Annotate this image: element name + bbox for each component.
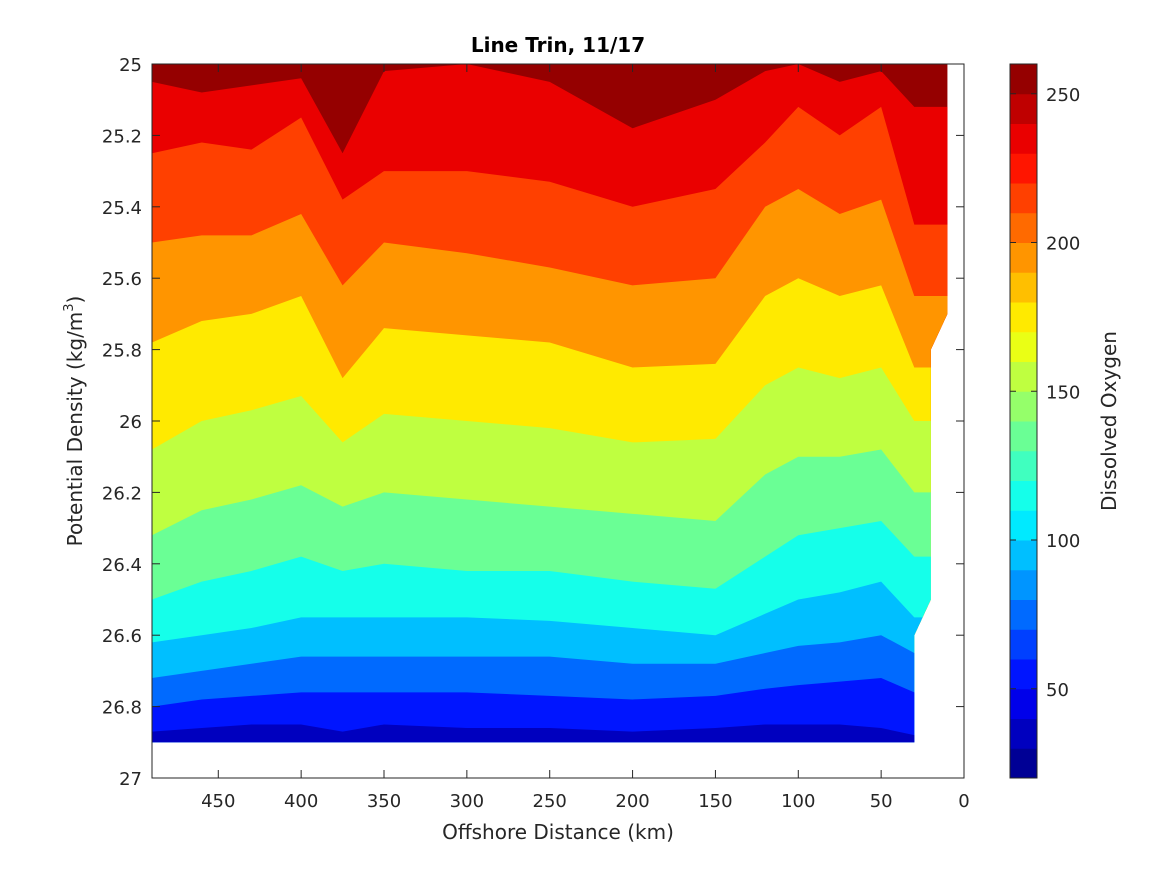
y-tick-label: 26.4 — [102, 555, 142, 576]
contour-bands — [152, 64, 948, 743]
y-tick-label: 25.6 — [102, 269, 142, 290]
colorbar-tick-label: 150 — [1046, 382, 1080, 403]
colorbar-label: Dissolved Oxygen — [1097, 331, 1121, 511]
y-tick-label: 26.6 — [102, 626, 142, 647]
colorbar-segment — [1010, 421, 1037, 452]
colorbar-frame — [1009, 63, 1038, 779]
x-tick-label: 300 — [450, 791, 484, 812]
x-tick-label: 250 — [533, 791, 567, 812]
y-tick-label: 26.2 — [102, 483, 142, 504]
colorbar-tick-label: 100 — [1046, 531, 1080, 552]
colorbar-segment — [1010, 480, 1037, 511]
x-tick-label: 350 — [367, 791, 401, 812]
colorbar-segment — [1010, 123, 1037, 154]
colorbar-segment — [1010, 599, 1037, 630]
colorbar-segment — [1010, 450, 1037, 481]
colorbar-segment — [1010, 153, 1037, 184]
y-axis-label: Potential Density (kg/m3) — [62, 296, 87, 547]
x-tick-label: 150 — [698, 791, 732, 812]
y-tick-label: 27 — [119, 769, 142, 790]
colorbar-segment — [1010, 510, 1037, 541]
colorbar-segment — [1010, 569, 1037, 600]
colorbar-segment — [1010, 688, 1037, 719]
y-tick-label: 26 — [119, 412, 142, 433]
colorbar-segment — [1010, 272, 1037, 303]
y-axis-label-superscript: 3 — [62, 303, 77, 311]
colorbar-segment — [1010, 64, 1037, 95]
colorbar-ticks: 50 100 150 200 250 — [1010, 85, 1080, 701]
x-tick-label: 400 — [284, 791, 318, 812]
contour-band-60 — [152, 678, 948, 743]
chart-title: Line Trin, 11/17 — [471, 33, 645, 57]
colorbar-segment — [1010, 212, 1037, 243]
colorbar-segment — [1010, 748, 1037, 779]
colorbar-segment — [1010, 540, 1037, 571]
x-axis: 450 400 350 300 250 200 150 100 50 0 — [201, 64, 970, 812]
colorbar-segment — [1010, 183, 1037, 214]
colorbar-tick-label: 200 — [1046, 234, 1080, 255]
colorbar-tick-label: 250 — [1046, 85, 1080, 106]
x-tick-label: 200 — [615, 791, 649, 812]
x-tick-label: 100 — [781, 791, 815, 812]
colorbar — [1010, 64, 1037, 779]
contour-band-40 — [152, 724, 948, 743]
y-tick-label: 25 — [119, 55, 142, 76]
colorbar-segment — [1010, 629, 1037, 660]
y-tick-label: 26.8 — [102, 698, 142, 719]
y-tick-label: 25.8 — [102, 341, 142, 362]
y-axis-label-main: Potential Density (kg/m — [63, 312, 87, 547]
colorbar-segment — [1010, 361, 1037, 392]
x-tick-label: 0 — [958, 791, 969, 812]
colorbar-segment — [1010, 93, 1037, 124]
colorbar-tick-label: 50 — [1046, 680, 1069, 701]
colorbar-segment — [1010, 302, 1037, 333]
colorbar-segment — [1010, 242, 1037, 273]
y-tick-label: 25.2 — [102, 126, 142, 147]
colorbar-segment — [1010, 391, 1037, 422]
colorbar-segment — [1010, 331, 1037, 362]
colorbar-segment — [1010, 659, 1037, 690]
x-axis-label: Offshore Distance (km) — [442, 820, 674, 844]
colorbar-segment — [1010, 718, 1037, 749]
x-tick-label: 450 — [201, 791, 235, 812]
y-tick-label: 25.4 — [102, 198, 142, 219]
y-axis: 25 25.2 25.4 25.6 25.8 26 26.2 26.4 26.6 26.8 27 — [102, 55, 964, 790]
y-axis-label-end: ) — [63, 296, 87, 304]
x-tick-label: 50 — [870, 791, 893, 812]
